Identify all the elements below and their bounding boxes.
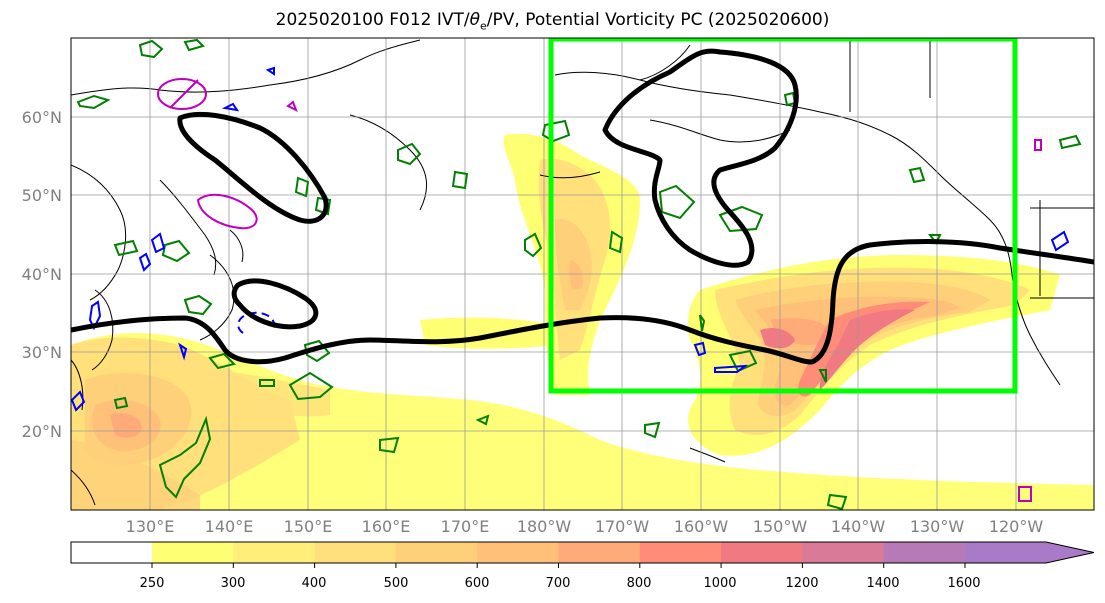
colorbar-tick-label: 800 <box>627 576 652 591</box>
colorbar-tick-labels: 250 300 400 500 600 700 800 1000 1200 14… <box>140 576 981 591</box>
colorbar-segment <box>721 542 803 563</box>
colorbar-tick-label: 1000 <box>703 576 736 591</box>
colorbar-ticks <box>151 563 966 568</box>
graticule <box>71 38 1094 510</box>
colorbar-segment-under <box>71 542 152 563</box>
lon-label: 170°E <box>441 517 490 536</box>
colorbar-tick-label: 1400 <box>866 576 899 591</box>
colorbar-tick-label: 250 <box>140 576 165 591</box>
lon-label: 130°E <box>126 517 175 536</box>
colorbar-frame <box>70 541 1095 564</box>
colorbar-segments <box>152 542 1094 563</box>
colorbar-tick-label: 600 <box>465 576 490 591</box>
map-frame <box>70 37 1095 511</box>
lat-label: 50°N <box>22 186 62 205</box>
lon-label: 150°E <box>284 517 333 536</box>
colorbar-tick-label: 400 <box>302 576 327 591</box>
title-theta-sub: e <box>480 19 487 33</box>
colorbar-segment <box>558 542 641 563</box>
lon-label: 180°W <box>517 517 572 536</box>
pv-contours <box>71 48 1094 365</box>
longitude-labels: 130°E 140°E 150°E 160°E 170°E 180°W 170°… <box>126 517 1044 536</box>
lon-label: 140°E <box>205 517 254 536</box>
colorbar-segment <box>802 542 885 563</box>
lat-label: 60°N <box>22 108 62 127</box>
lon-label: 150°W <box>753 517 808 536</box>
colorbar-tick-label: 700 <box>546 576 571 591</box>
colorbar-segment <box>883 542 966 563</box>
title-theta: θ <box>469 10 481 30</box>
lon-label: 160°E <box>362 517 411 536</box>
lon-label: 170°W <box>595 517 650 536</box>
lat-label: 30°N <box>22 343 62 362</box>
coastlines <box>71 38 1094 506</box>
title-suffix: /PV, Potential Vorticity PC (2025020600) <box>486 10 830 30</box>
lon-label: 130°W <box>910 517 965 536</box>
lon-label: 120°W <box>989 517 1044 536</box>
lon-label: 140°W <box>831 517 886 536</box>
latitude-labels: 60°N 50°N 40°N 30°N 20°N <box>22 108 62 441</box>
map-panel <box>71 38 1094 510</box>
highlight-box <box>548 38 1018 394</box>
colorbar-tick-label: 300 <box>221 576 246 591</box>
theta-e-negative-contours <box>71 66 1070 412</box>
theta-e-contours <box>76 38 1082 510</box>
ivt-shading <box>71 133 1094 510</box>
colorbar-tick-label: 1200 <box>785 576 818 591</box>
colorbar-segment <box>314 542 397 563</box>
colorbar-tick-label: 500 <box>384 576 409 591</box>
lat-label: 20°N <box>22 422 62 441</box>
colorbar-segment <box>233 542 316 563</box>
lon-label: 160°W <box>674 517 729 536</box>
colorbar-segment-over <box>965 542 1094 563</box>
title-prefix: 2025020100 F012 IVT/ <box>275 10 470 30</box>
colorbar-segment <box>152 542 234 563</box>
colorbar-tick-label: 1600 <box>947 576 980 591</box>
lat-label: 40°N <box>22 265 62 284</box>
colorbar-segment <box>395 542 478 563</box>
colorbar-segment <box>639 542 722 563</box>
pv-high-contours <box>157 78 1042 502</box>
map-title: 2025020100 F012 IVT/θe/PV, Potential Vor… <box>0 10 1105 32</box>
colorbar-segment <box>477 542 559 563</box>
colorbar: 250 300 400 500 600 700 800 1000 1200 14… <box>70 541 1095 591</box>
